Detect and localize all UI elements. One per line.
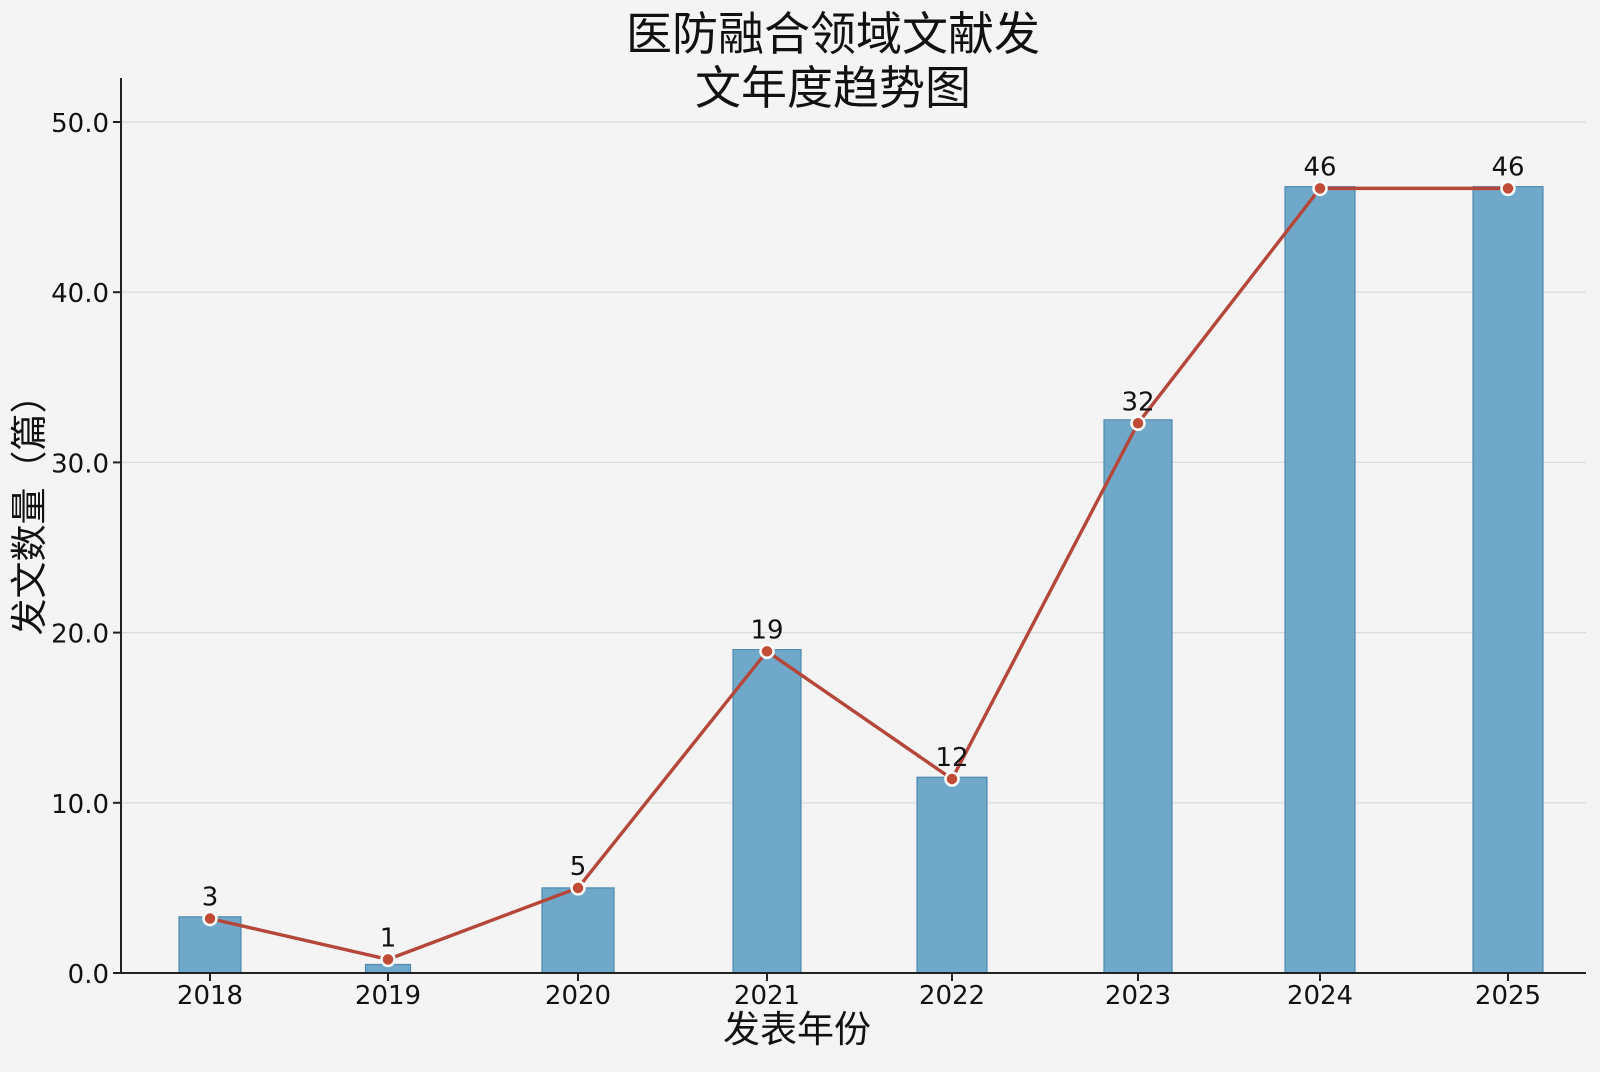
x-tick-label-2018: 2018 [177,981,243,1011]
data-label-2024: 46 [1303,152,1336,182]
bar-2022 [916,776,988,974]
data-label-2023: 32 [1121,387,1154,417]
data-label-2019: 1 [380,923,397,953]
marker-2023 [1130,415,1146,432]
line-layer [202,180,1516,968]
chart-title-line1: 医防融合领域文献发 [626,7,1040,61]
y-tick-label-0: 0.0 [68,960,109,990]
y-tick-label-50: 50.0 [51,109,109,139]
axes-layer: 0.0 10.0 20.0 30.0 40.0 50.0 2018 2019 2020 2021 2… [51,78,1586,1011]
x-axis-label: 发表年份 [723,1008,871,1051]
bars-layer [178,186,1544,974]
marker-2022 [944,771,960,787]
trend-line [208,186,1510,962]
bar-2020 [541,887,615,974]
data-label-2018: 3 [202,883,219,913]
marker-2019 [380,951,396,968]
marker-2020 [570,880,586,896]
marker-2021 [759,643,775,660]
y-tick-label-10: 10.0 [51,790,109,820]
data-label-2020: 5 [570,852,587,882]
bar-2025 [1472,186,1544,974]
bar-2021 [732,649,802,974]
data-label-2021: 19 [750,615,783,645]
data-label-2022: 12 [935,743,968,773]
y-axis-label: 发文数量（篇） [8,377,51,636]
marker-2018 [202,910,218,927]
x-tick-label-2019: 2019 [355,981,421,1011]
x-tick-label-2024: 2024 [1287,981,1353,1011]
y-tick-label-40: 40.0 [51,279,109,309]
marker-2025 [1500,180,1516,197]
y-tick-label-30: 30.0 [51,449,109,479]
bar-2024 [1284,186,1356,974]
x-tick-label-2021: 2021 [734,981,800,1011]
y-tick-label-20: 20.0 [51,620,109,650]
x-tick-label-2020: 2020 [545,981,611,1011]
marker-2024 [1312,180,1328,197]
bar-2023 [1103,419,1173,974]
x-tick-label-2022: 2022 [919,981,985,1011]
data-label-2025: 46 [1491,152,1524,182]
labels-layer: 3 1 5 19 12 32 46 46 [202,152,1525,953]
x-tick-label-2025: 2025 [1475,981,1541,1011]
chart-title-line2: 文年度趋势图 [695,61,971,115]
x-tick-label-2023: 2023 [1105,981,1171,1011]
